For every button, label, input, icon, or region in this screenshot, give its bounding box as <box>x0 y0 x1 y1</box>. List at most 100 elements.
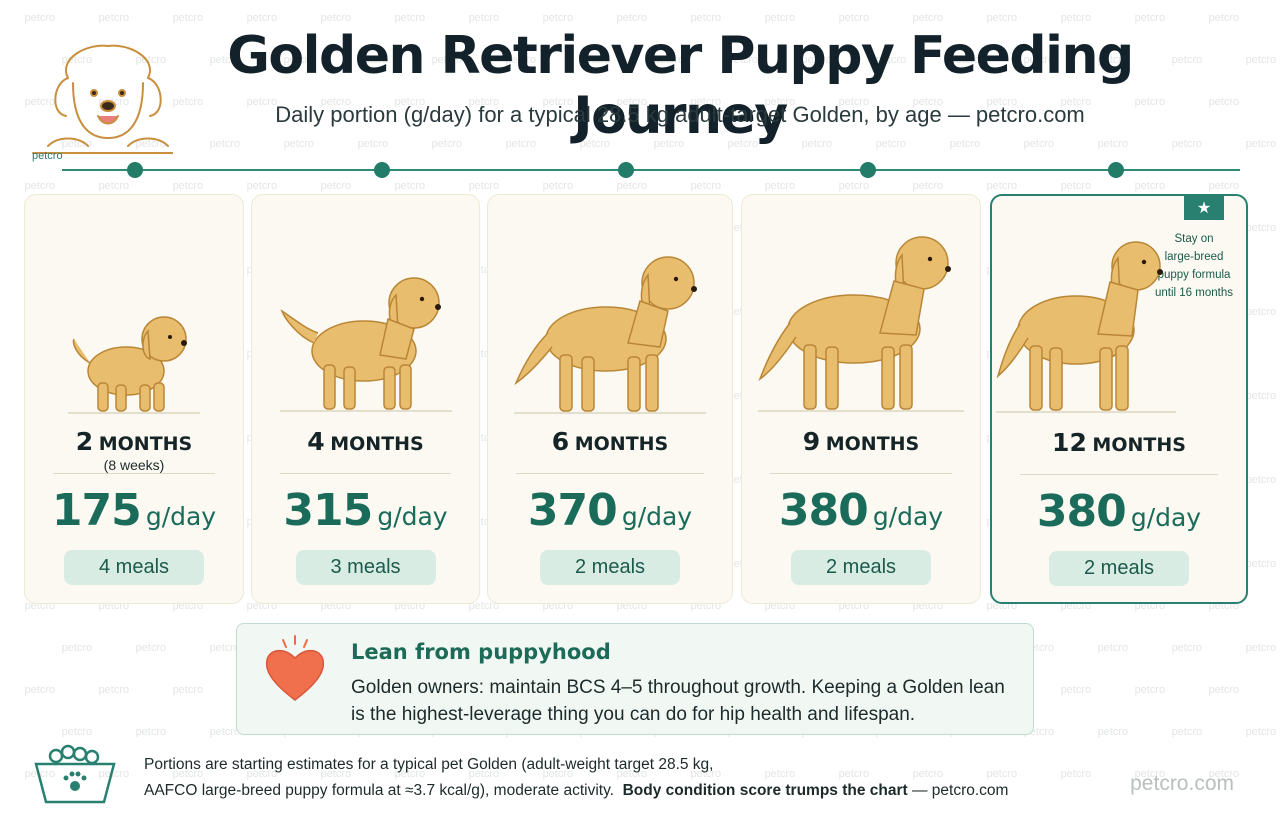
watermark-text: petcro <box>1245 474 1277 486</box>
age-number: 12 <box>1052 428 1087 457</box>
page-subtitle: Daily portion (g/day) for a typical 28.5… <box>275 102 1085 127</box>
watermark-text: petcro <box>1245 54 1277 66</box>
watermark-text: petcro <box>320 180 352 192</box>
watermark-text: petcro <box>1245 726 1277 738</box>
watermark-text: petcro <box>764 180 796 192</box>
watermark-text: petcro <box>1171 138 1203 150</box>
watermark-text: petcro <box>172 12 204 24</box>
portion-unit: g/day <box>377 502 448 531</box>
watermark-text: petcro <box>246 12 278 24</box>
age-unit: MONTHS <box>98 433 193 455</box>
watermark-text: petcro <box>542 180 574 192</box>
dog-juvenile-icon <box>514 256 706 414</box>
dog-adult-icon <box>996 241 1176 413</box>
star-icon: ★ <box>1184 194 1224 220</box>
watermark-text: petcro <box>542 12 574 24</box>
timeline-dot <box>1108 162 1124 178</box>
dog-adolescent-icon <box>758 236 964 412</box>
watermark-text: petcro <box>468 12 500 24</box>
age-number: 9 <box>802 427 821 456</box>
stage-card-6-months: 6 MONTHS 370 g/day 2 meals <box>487 194 733 604</box>
timeline-dot <box>860 162 876 178</box>
portion-value: 370 <box>527 485 618 536</box>
timeline-line <box>62 169 1240 171</box>
timeline-dot <box>618 162 634 178</box>
watermark-text: petcro <box>1245 642 1277 654</box>
stage-card-2-months: 2 MONTHS (8 weeks) 175 g/day 4 meals <box>24 194 244 604</box>
watermark-text: petcro <box>838 12 870 24</box>
divider <box>1020 474 1218 475</box>
watermark-text: petcro <box>1208 96 1240 108</box>
footer-note: Portions are starting estimates for a ty… <box>144 756 1009 799</box>
watermark-text: petcro <box>394 12 426 24</box>
brand-wordmark: petcro.com <box>1130 772 1234 795</box>
watermark-text: petcro <box>1134 180 1166 192</box>
watermark-text: petcro <box>912 180 944 192</box>
watermark-text: petcro <box>838 180 870 192</box>
watermark-text: petcro <box>1208 180 1240 192</box>
age-note: (8 weeks) <box>103 457 165 473</box>
portion-unit: g/day <box>872 502 944 531</box>
watermark-text: petcro <box>24 12 56 24</box>
watermark-text: petcro <box>320 12 352 24</box>
watermark-text: petcro <box>1245 222 1277 234</box>
watermark-text: petcro <box>98 684 130 696</box>
lean-body: Golden owners: maintain BCS 4–5 througho… <box>351 677 1005 725</box>
watermark-text: petcro <box>1171 54 1203 66</box>
watermark-text: petcro <box>468 180 500 192</box>
watermark-text: petcro <box>1171 726 1203 738</box>
watermark-text: petcro <box>912 12 944 24</box>
portion-value: 380 <box>1036 486 1127 537</box>
lean-callout: Lean from puppyhood Golden owners: maint… <box>236 623 1034 735</box>
golden-puppy-logo-icon <box>32 44 173 154</box>
meals-badge: 3 meals <box>295 550 436 585</box>
watermark-text: petcro <box>616 180 648 192</box>
watermark-text: petcro <box>690 12 722 24</box>
watermark-text: petcro <box>616 12 648 24</box>
age-unit: MONTHS <box>574 433 669 455</box>
watermark-text: petcro <box>1245 558 1277 570</box>
watermark-text: petcro <box>1208 684 1240 696</box>
portion-value: 380 <box>778 485 869 536</box>
age-number: 4 <box>307 427 325 456</box>
watermark-text: petcro <box>1245 390 1277 402</box>
watermark-text: petcro <box>1134 684 1166 696</box>
meals-badge: 2 meals <box>1049 551 1189 586</box>
meals-badge: 2 meals <box>540 550 680 585</box>
puppy-medium-icon <box>279 277 452 412</box>
formula-note: Stay on large-breed puppy formula until … <box>1155 233 1233 299</box>
watermark-text: petcro <box>1097 642 1129 654</box>
watermark-text: petcro <box>1060 768 1092 780</box>
footer-emphasis: Body condition score trumps the chart <box>622 782 908 799</box>
meals-badge: 2 meals <box>791 550 931 585</box>
watermark-text: petcro <box>172 684 204 696</box>
logo-wordmark: petcro <box>32 150 63 162</box>
timeline-dot <box>127 162 143 178</box>
portion-value: 315 <box>283 485 373 536</box>
meals-badge: 4 meals <box>64 550 204 585</box>
portion-unit: g/day <box>145 502 217 531</box>
watermark-text: petcro <box>1060 12 1092 24</box>
divider <box>280 473 451 474</box>
divider <box>53 473 215 474</box>
watermark-text: petcro <box>986 12 1018 24</box>
lean-heading: Lean from puppyhood <box>351 640 611 664</box>
watermark-text: petcro <box>135 642 167 654</box>
watermark-text: petcro <box>61 642 93 654</box>
divider <box>770 473 952 474</box>
watermark-text: petcro <box>690 180 722 192</box>
watermark-text: petcro <box>1060 684 1092 696</box>
watermark-text: petcro <box>764 12 796 24</box>
watermark-text: petcro <box>24 684 56 696</box>
stage-card-12-months: ★ Stay on large-breed puppy formula unti… <box>990 194 1248 604</box>
stage-card-4-months: 4 MONTHS 315 g/day 3 meals <box>251 194 480 604</box>
divider <box>516 473 704 474</box>
watermark-text: petcro <box>24 180 56 192</box>
watermark-text: petcro <box>61 726 93 738</box>
watermark-text: petcro <box>98 180 130 192</box>
watermark-text: petcro <box>1208 12 1240 24</box>
puppy-small-icon <box>68 316 200 414</box>
watermark-text: petcro <box>986 180 1018 192</box>
age-unit: MONTHS <box>825 433 920 455</box>
page-title: Golden Retriever Puppy Feeding Journey <box>227 26 1134 146</box>
